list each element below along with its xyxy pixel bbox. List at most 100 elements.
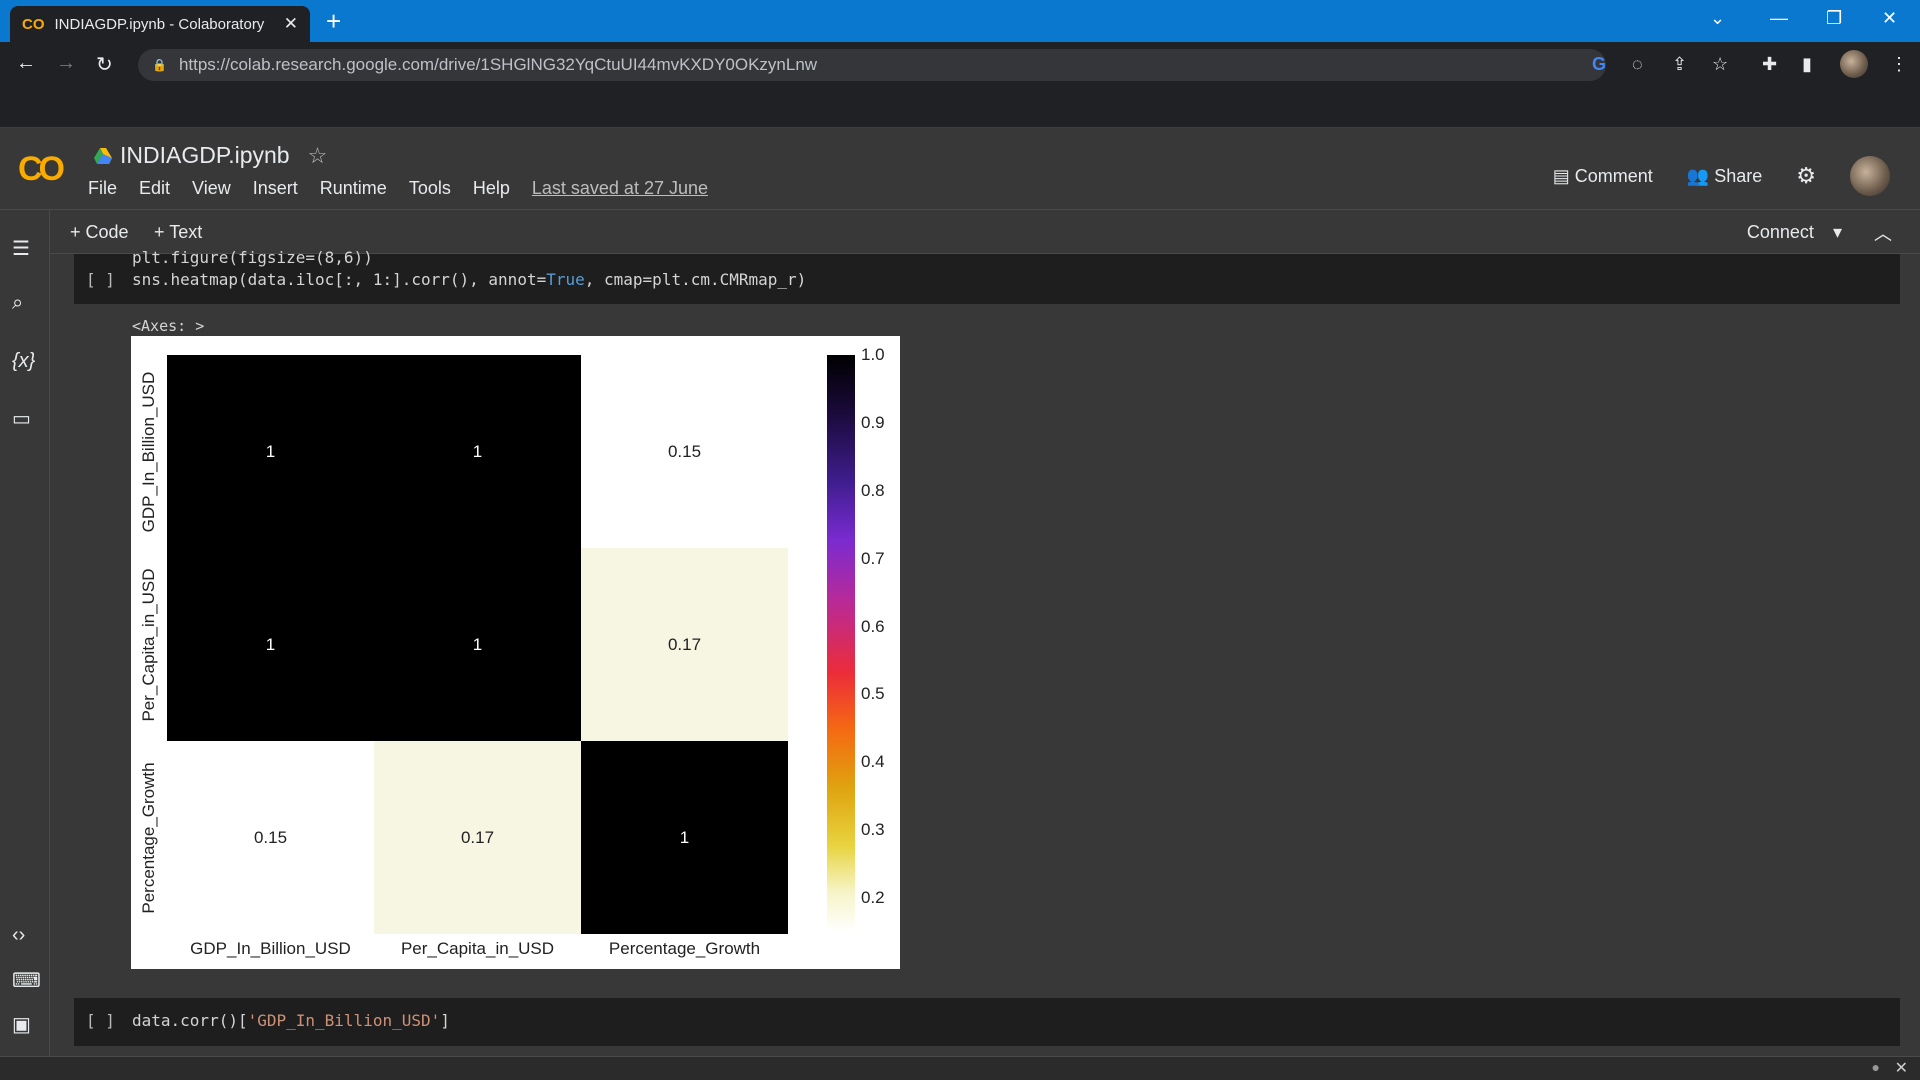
code-cell-heatmap[interactable]: plt.figure(figsize=(8,6)) [ ] sns.heatma… [74,248,1900,304]
colorbar-tick-label: 0.5 [861,684,885,704]
colorbar-tick-label: 0.3 [861,820,885,840]
colab-header: CO INDIAGDP.ipynb ☆ File Edit View Inser… [0,128,1920,210]
status-dot-icon: ● [1871,1059,1880,1075]
people-icon: 👥 [1686,165,1715,186]
new-tab-icon[interactable]: + [326,6,342,36]
connect-button[interactable]: Connect ▾ [1747,222,1842,243]
heatmap-y-label: Per_Capita_in_USD [139,567,158,722]
menu-edit[interactable]: Edit [139,178,171,198]
code-line-partial: plt.figure(figsize=(8,6)) [132,248,373,267]
notebook-name[interactable]: INDIAGDP.ipynb [120,142,290,168]
heatmap-cell: 0.17 [374,741,581,934]
colab-logo[interactable]: CO [18,150,65,188]
menu-file[interactable]: File [88,178,118,198]
colab-favicon-icon: CO [22,15,45,33]
user-avatar[interactable] [1850,156,1890,196]
command-palette-icon[interactable]: ⌨ [12,970,41,992]
colorbar [827,355,855,932]
variables-icon[interactable]: {x} [12,350,36,372]
heatmap-y-label: Percentage_Growth [139,761,158,914]
menu-runtime[interactable]: Runtime [319,178,387,198]
menu-help[interactable]: Help [472,178,510,198]
code-snippets-icon[interactable]: ‹› [12,924,26,946]
close-tab-icon[interactable]: ✕ [283,14,298,33]
code-text: data.corr()[ [132,1011,248,1030]
address-bar[interactable]: 🔒 https://colab.research.google.com/driv… [138,49,1606,81]
code-cell-corr[interactable]: [ ] data.corr()['GDP_In_Billion_USD'] [74,998,1900,1046]
menu-insert[interactable]: Insert [252,178,298,198]
heatmap-cell: 1 [374,548,581,741]
comment-button[interactable]: ▤ Comment [1553,166,1653,187]
browser-menu-icon[interactable]: ⋮ [1890,54,1908,74]
heatmap-cell: 1 [167,548,374,741]
search-icon[interactable]: ⌕ [12,292,24,314]
profile-avatar[interactable] [1840,50,1868,83]
comment-icon: ▤ [1552,165,1575,186]
code-text-tail: , cmap=plt.cm.CMRmap_r) [584,270,807,289]
run-cell-button[interactable]: [ ] [86,270,115,289]
colorbar-tick-label: 0.2 [861,888,885,908]
colorbar-tick-label: 0.6 [861,616,885,636]
google-icon[interactable]: G [1592,54,1607,74]
settings-gear-icon[interactable]: ⚙ [1796,163,1816,188]
share-button[interactable]: 👥 Share [1687,166,1762,187]
heatmap-cell: 0.15 [581,355,788,548]
colorbar-tick-label: 0.7 [861,548,885,568]
notebook-title-row: INDIAGDP.ipynb ☆ [94,142,327,169]
status-bar: ● ✕ [0,1056,1920,1080]
eye-off-icon[interactable]: ◌ [1632,54,1643,74]
colorbar-tick-label: 0.4 [861,752,885,772]
menu-tools[interactable]: Tools [408,178,451,198]
colorbar-tick-label: 0.9 [861,412,885,432]
browser-tab[interactable]: CO INDIAGDP.ipynb - Colaboratory ✕ [10,6,310,42]
table-of-contents-icon[interactable]: ☰ [12,238,30,260]
minimize-icon[interactable]: — [1770,8,1788,28]
notebook-toolbar: + Code + Text Connect ▾ ︿ [50,210,1920,254]
last-saved-link[interactable]: Last saved at 27 June [531,178,708,198]
left-sidebar: ☰ ⌕ {x} ▭ ‹› ⌨ ▣ [0,210,50,1060]
drive-icon [94,147,112,164]
status-close-icon[interactable]: ✕ [1894,1060,1908,1077]
share-label: Share [1714,165,1763,186]
heatmap-x-label: GDP_In_Billion_USD [190,939,351,958]
colorbar-tick-label: 0.8 [861,480,885,500]
cell-output-text: <Axes: > [132,317,205,335]
reload-icon[interactable]: ↻ [96,54,113,76]
bookmark-star-icon[interactable]: ☆ [1712,54,1729,74]
add-text-button[interactable]: + Text [154,222,203,242]
heatmap-cell: 0.17 [581,548,788,741]
code-string: 'GDP_In_Billion_USD' [247,1011,441,1030]
browser-tab-bar: CO INDIAGDP.ipynb - Colaboratory ✕ + ⌄ —… [0,0,1920,42]
lock-icon: 🔒 [152,58,167,72]
extensions-icon[interactable]: ✚ [1762,54,1778,74]
code-text-tail: ] [440,1011,450,1030]
window-close-icon[interactable]: ✕ [1882,8,1898,28]
code-keyword: True [546,270,585,289]
header-actions: ▤ Comment 👥 Share ⚙ [1553,156,1890,196]
code-line: sns.heatmap(data.iloc[:, 1:].corr(), ann… [132,270,806,289]
forward-icon[interactable]: → [56,52,76,74]
colorbar-tick-label: 1.0 [861,345,885,364]
url-text: https://colab.research.google.com/drive/… [178,55,818,74]
menu-view[interactable]: View [192,178,231,198]
heatmap-x-label: Percentage_Growth [608,939,761,958]
heatmap-cell: 0.15 [167,741,374,934]
menu-bar: File Edit View Insert Runtime Tools Help… [88,178,708,199]
collapse-header-icon[interactable]: ︿ [1874,224,1892,244]
tab-title: INDIAGDP.ipynb - Colaboratory [54,15,265,33]
tab-search-icon[interactable]: ⌄ [1710,8,1726,28]
heatmap-cell: 1 [374,355,581,548]
files-folder-icon[interactable]: ▭ [12,408,31,430]
side-panel-icon[interactable]: ▮ [1802,54,1812,74]
restore-icon[interactable]: ❐ [1826,8,1843,28]
star-icon[interactable]: ☆ [307,142,328,168]
back-icon[interactable]: ← [16,52,36,74]
run-cell-button[interactable]: [ ] [86,1011,115,1030]
chevron-down-icon[interactable]: ▾ [1832,222,1842,242]
code-line: data.corr()['GDP_In_Billion_USD'] [132,1011,450,1030]
comment-label: Comment [1574,165,1653,186]
add-code-button[interactable]: + Code [70,222,129,242]
terminal-icon[interactable]: ▣ [12,1014,31,1036]
share-page-icon[interactable]: ⇪ [1672,54,1688,74]
heatmap-y-label: GDP_In_Billion_USD [139,371,158,532]
